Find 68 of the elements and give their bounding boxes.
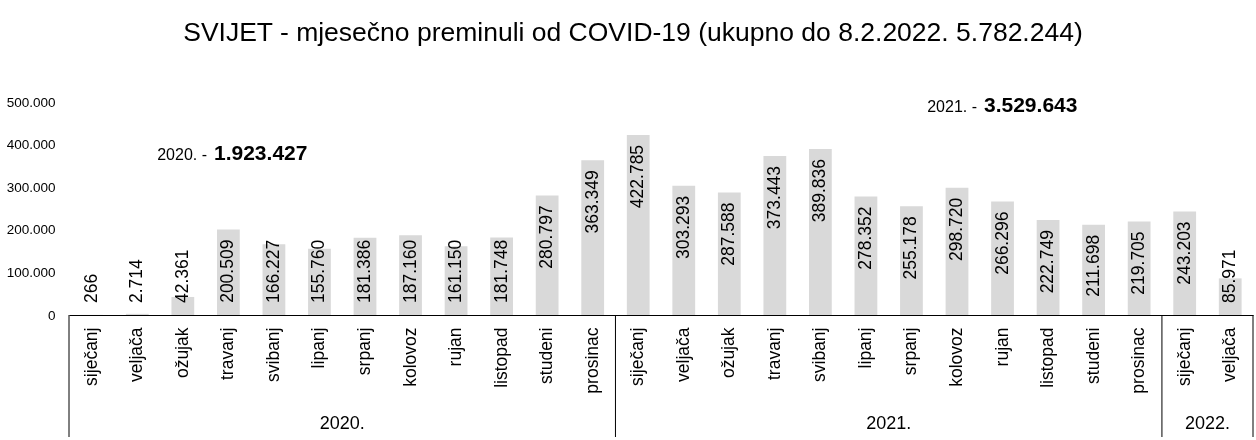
chart-title: SVIJET - mjesečno preminuli od COVID-19 (ukupno do 8.2.2022. 5.782.244) bbox=[183, 16, 1083, 47]
x-tick-label: rujan bbox=[991, 327, 1012, 367]
x-tick-label: ožujak bbox=[718, 327, 739, 379]
data-label: 187.160 bbox=[399, 239, 420, 303]
y-tick-label: 200.000 bbox=[6, 222, 56, 238]
data-label: 2.714 bbox=[126, 258, 147, 303]
y-tick-label: 500.000 bbox=[6, 94, 56, 110]
data-label: 303.293 bbox=[672, 195, 693, 260]
annotation: 2020. - bbox=[157, 146, 207, 163]
x-tick-label: studeni bbox=[536, 327, 557, 384]
data-label: 298.720 bbox=[946, 197, 966, 262]
data-label: 155.760 bbox=[308, 239, 329, 303]
y-tick-label: 300.000 bbox=[6, 179, 56, 195]
data-label: 200.509 bbox=[217, 239, 238, 303]
x-tick-label: listopad bbox=[1037, 327, 1058, 388]
text: 2021. bbox=[866, 413, 912, 433]
text: 2020. bbox=[319, 413, 365, 433]
x-tick-label: prosinac bbox=[581, 327, 602, 394]
x-tick-label: siječanj bbox=[80, 327, 101, 386]
x-tick-label: svibanj bbox=[262, 327, 283, 382]
data-label: 219.705 bbox=[1128, 231, 1149, 295]
x-tick-label: studeni bbox=[1082, 327, 1103, 384]
data-label: 181.386 bbox=[354, 239, 374, 303]
x-tick-label: kolovoz bbox=[946, 327, 966, 387]
data-label: 373.443 bbox=[763, 165, 784, 230]
data-label: 243.203 bbox=[1173, 221, 1194, 285]
x-tick-label: lipanj bbox=[308, 327, 329, 369]
x-tick-label: kolovoz bbox=[399, 327, 420, 387]
data-label: 287.588 bbox=[718, 202, 739, 266]
x-tick-label: veljača bbox=[126, 327, 147, 382]
annotation: 2021. - bbox=[927, 98, 977, 115]
y-tick-label: 100.000 bbox=[6, 264, 56, 280]
annotation: 1.923.427 bbox=[214, 141, 308, 164]
data-label: 161.150 bbox=[445, 239, 466, 303]
data-label: 363.349 bbox=[581, 170, 602, 234]
x-tick-label: listopad bbox=[490, 327, 511, 388]
data-label: 222.749 bbox=[1037, 230, 1058, 294]
bar bbox=[763, 155, 787, 315]
data-label: 280.797 bbox=[536, 205, 557, 269]
y-tick-label: 400.000 bbox=[6, 137, 56, 153]
x-tick-label: srpanj bbox=[900, 327, 921, 376]
y-tick-label: 0 bbox=[47, 307, 56, 323]
annotation: 3.529.643 bbox=[984, 93, 1078, 116]
data-label: 266 bbox=[80, 273, 101, 303]
text: 2022. bbox=[1184, 413, 1230, 433]
x-tick-label: srpanj bbox=[354, 327, 374, 376]
data-label: 211.698 bbox=[1082, 234, 1103, 297]
x-tick-label: veljača bbox=[672, 327, 693, 382]
data-label: 85.971 bbox=[1219, 249, 1240, 303]
x-tick-label: veljača bbox=[1219, 327, 1240, 382]
bar bbox=[626, 134, 650, 315]
x-tick-label: prosinac bbox=[1128, 327, 1149, 394]
data-label: 42.361 bbox=[171, 249, 192, 303]
data-label: 278.352 bbox=[854, 206, 875, 270]
x-tick-label: svibanj bbox=[809, 327, 830, 382]
x-tick-label: siječanj bbox=[1173, 327, 1194, 386]
x-tick-label: siječanj bbox=[627, 327, 648, 386]
x-tick-label: travanj bbox=[763, 327, 784, 381]
data-label: 255.178 bbox=[900, 216, 921, 280]
x-tick-label: ožujak bbox=[171, 327, 192, 379]
x-tick-label: lipanj bbox=[854, 327, 875, 369]
data-label: 181.748 bbox=[490, 239, 511, 303]
data-label: 422.785 bbox=[627, 144, 648, 209]
data-label: 389.836 bbox=[809, 158, 830, 223]
x-tick-label: travanj bbox=[217, 327, 238, 381]
x-tick-label: rujan bbox=[445, 327, 466, 367]
data-label: 166.227 bbox=[262, 239, 283, 303]
data-label: 266.296 bbox=[991, 211, 1012, 275]
